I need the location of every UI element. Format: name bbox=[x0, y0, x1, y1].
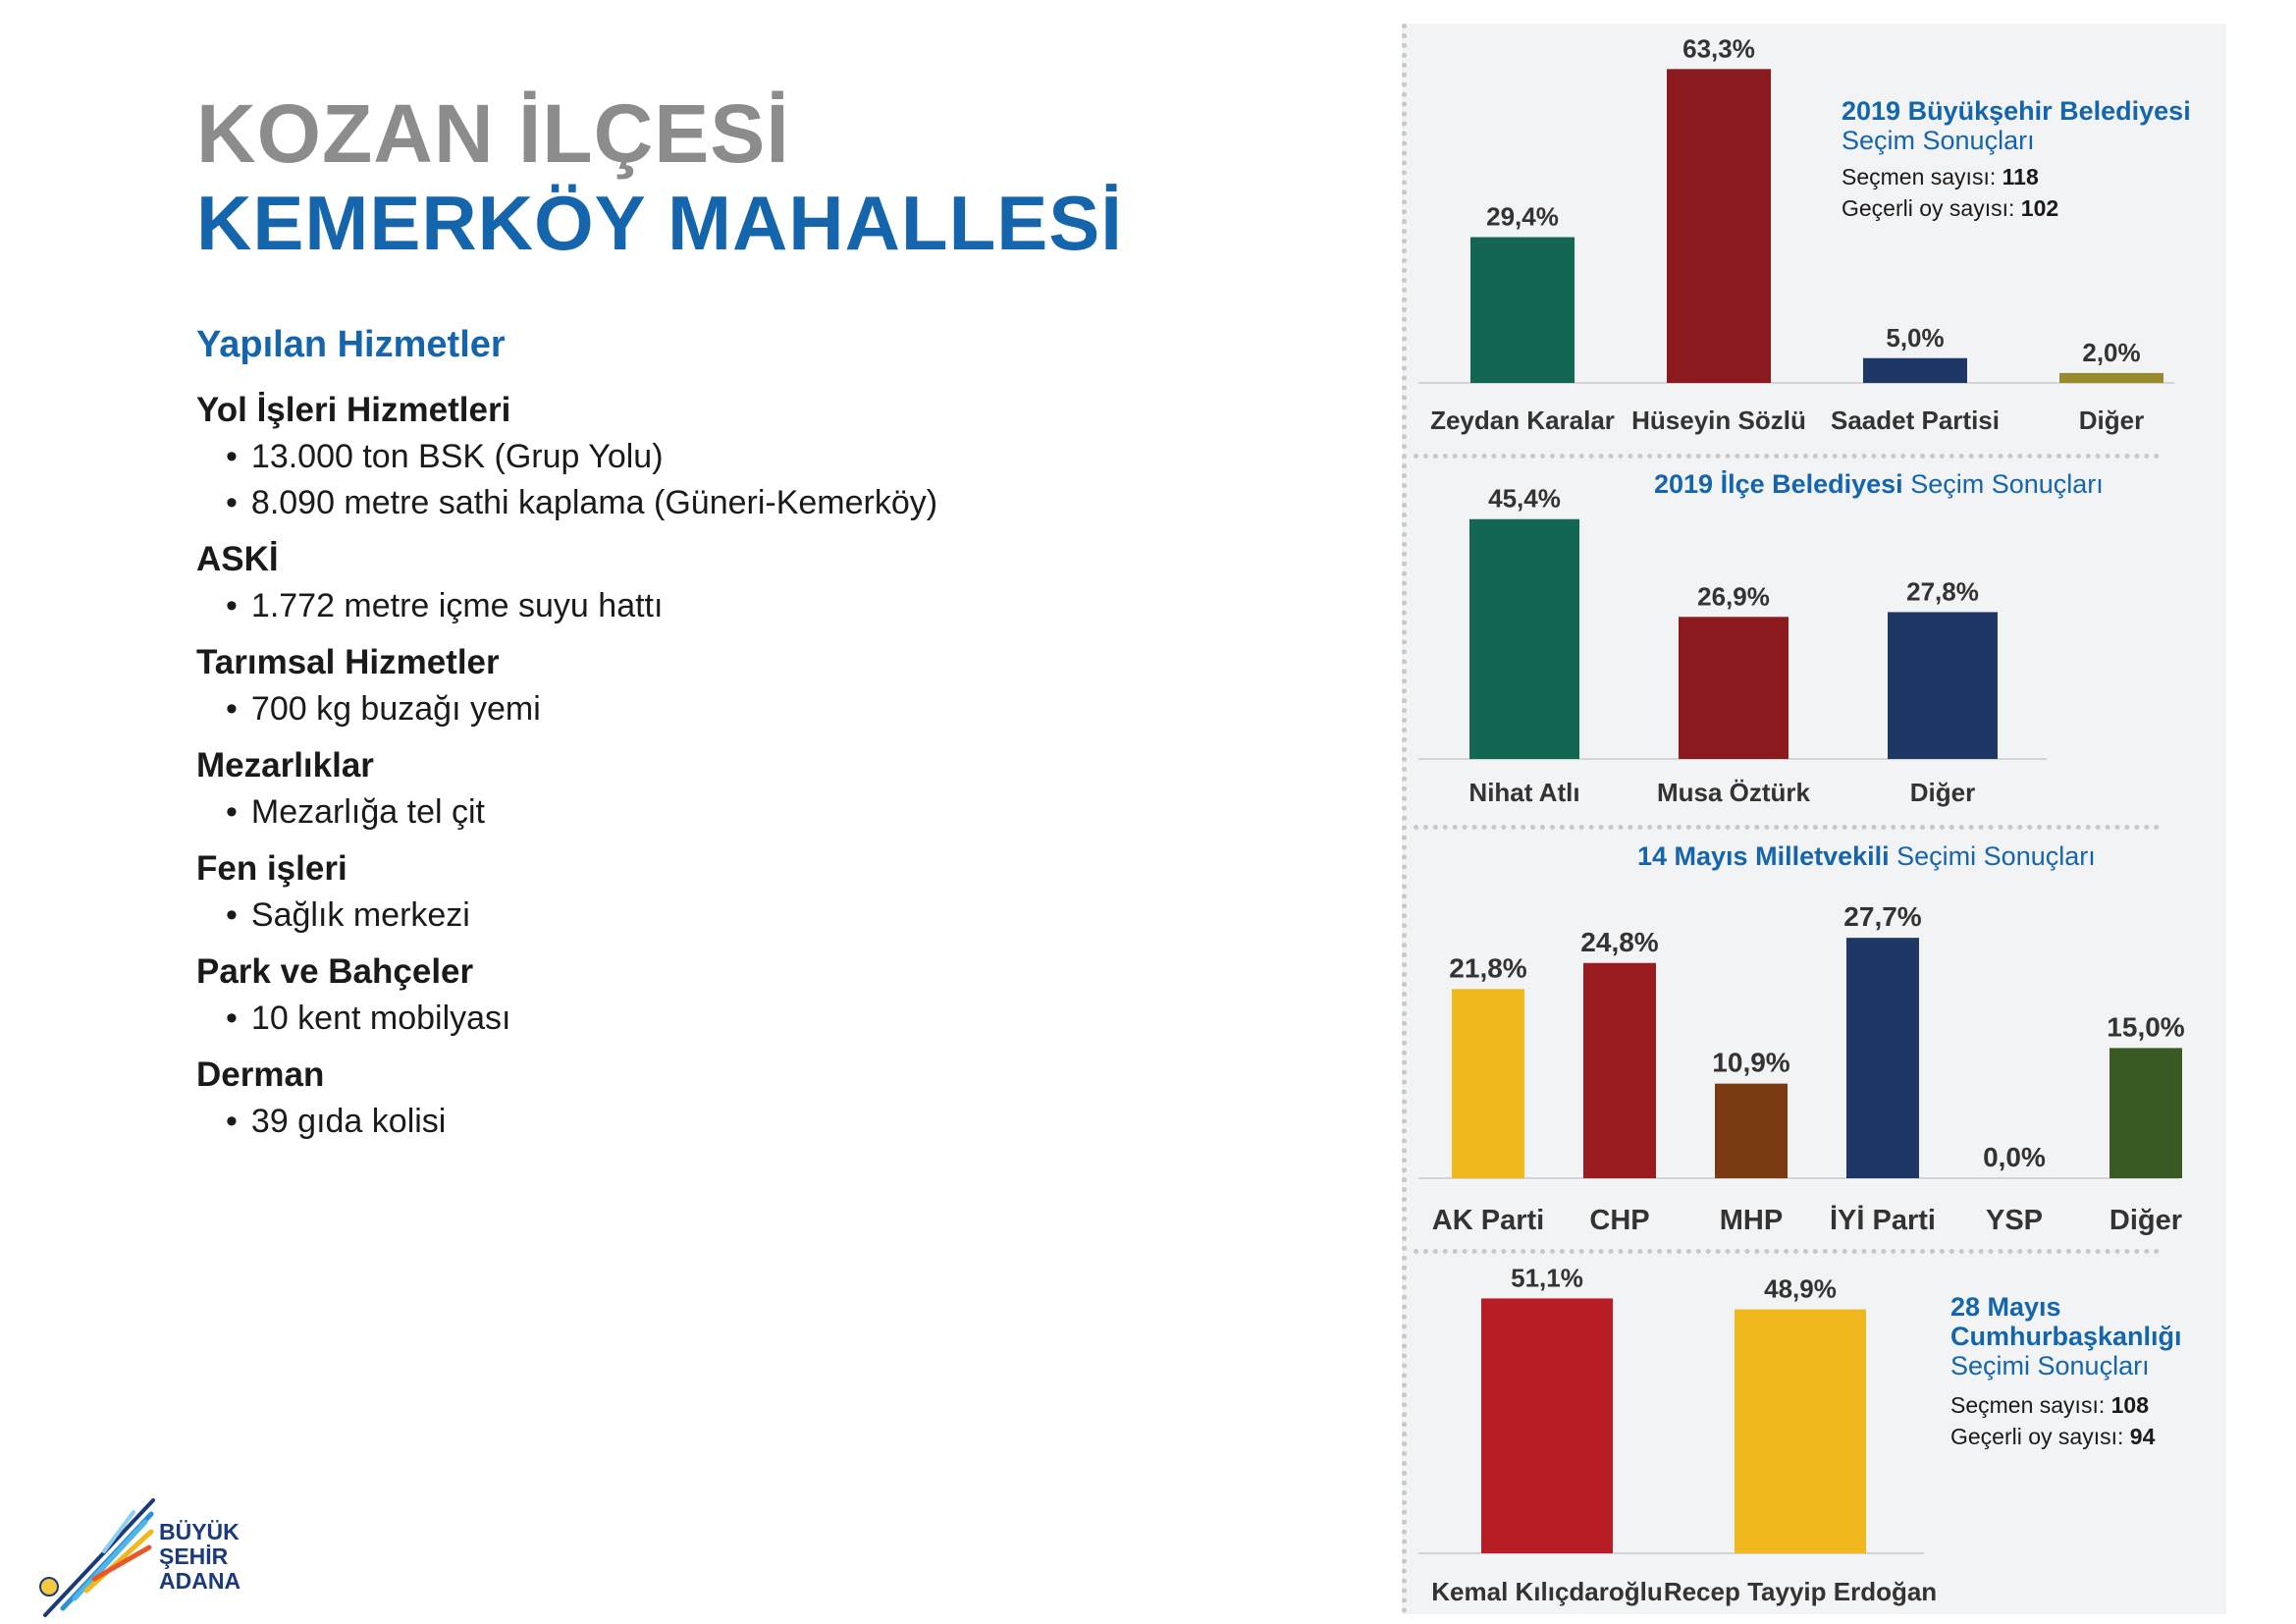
service-group-title: Tarımsal Hizmetler bbox=[196, 643, 500, 681]
chart-category-label: Musa Öztürk bbox=[1657, 778, 1811, 807]
chart4-meta: Seçmen sayısı: 108 Geçerli oy sayısı: 94 bbox=[1950, 1392, 2156, 1449]
chart-bar bbox=[1481, 1298, 1613, 1553]
chart-bar bbox=[1863, 357, 1967, 383]
chart-bar bbox=[1888, 612, 1998, 759]
chart-data-label: 26,9% bbox=[1697, 581, 1770, 611]
section-divider bbox=[1414, 454, 2160, 459]
chart-data-label: 29,4% bbox=[1486, 202, 1559, 232]
chart-bar bbox=[1735, 1309, 1866, 1553]
section-divider bbox=[1414, 1249, 2160, 1254]
service-group-title: Derman bbox=[196, 1056, 325, 1094]
district-title: KOZAN İLÇESİ bbox=[196, 87, 790, 180]
chart-category-label: Recep Tayyip Erdoğan bbox=[1664, 1577, 1937, 1606]
chart-category-label: İYİ Parti bbox=[1830, 1205, 1936, 1236]
service-item: 700 kg buzağı yemi bbox=[226, 686, 1276, 732]
service-item: 13.000 ton BSK (Grup Yolu) bbox=[226, 434, 1276, 480]
service-group-title: Mezarlıklar bbox=[196, 746, 374, 785]
chart-data-label: 21,8% bbox=[1449, 952, 1526, 983]
chart-data-label: 48,9% bbox=[1764, 1274, 1837, 1304]
chart-category-label: Saadet Partisi bbox=[1831, 406, 2000, 435]
chart-bar bbox=[1667, 69, 1771, 384]
logo-text: BÜYÜK ŞEHİR ADANA bbox=[159, 1519, 241, 1594]
service-group-title: Fen işleri bbox=[196, 849, 347, 888]
buyuksehir-adana-logo bbox=[39, 1498, 155, 1617]
chart-data-label: 5,0% bbox=[1886, 323, 1944, 352]
chart-category-label: Zeydan Karalar bbox=[1430, 406, 1615, 435]
chart1-meta: Seçmen sayısı: 118 Geçerli oy sayısı: 10… bbox=[1842, 164, 2059, 221]
chart-category-label: Nihat Atlı bbox=[1468, 778, 1579, 807]
chart-data-label: 10,9% bbox=[1712, 1048, 1789, 1078]
service-item: 10 kent mobilyası bbox=[226, 996, 1276, 1042]
services-heading: Yapılan Hizmetler bbox=[196, 324, 506, 365]
chart-bar bbox=[1715, 1083, 1788, 1178]
service-item: 8.090 metre sathi kaplama (Güneri-Kemerk… bbox=[226, 480, 1276, 526]
chart-bar bbox=[1469, 518, 1579, 759]
chart-data-label: 0,0% bbox=[1983, 1142, 2046, 1172]
chart-category-label: Diğer bbox=[2109, 1205, 2182, 1236]
chart3-title: 14 Mayıs Milletvekili Seçimi Sonuçları bbox=[1637, 841, 2096, 871]
chart-category-label: Hüseyin Sözlü bbox=[1631, 406, 1806, 435]
service-item: Mezarlığa tel çit bbox=[226, 789, 1276, 836]
chart-category-label: YSP bbox=[1986, 1205, 2043, 1236]
chart-bar bbox=[1452, 989, 1524, 1178]
service-group: Mezarlıklar Mezarlığa tel çit bbox=[196, 746, 1276, 836]
service-item: Sağlık merkezi bbox=[226, 893, 1276, 939]
chart-data-label: 63,3% bbox=[1682, 33, 1755, 63]
chart-category-label: Diğer bbox=[2079, 406, 2144, 435]
service-group-title: Park ve Bahçeler bbox=[196, 952, 474, 991]
service-item: 1.772 metre içme suyu hattı bbox=[226, 583, 1276, 629]
service-group: Yol İşleri Hizmetleri 13.000 ton BSK (Gru… bbox=[196, 391, 1276, 526]
service-group-title: Yol İşleri Hizmetleri bbox=[196, 391, 511, 429]
chart2-title: 2019 İlçe Belediyesi Seçim Sonuçları bbox=[1654, 469, 2104, 499]
service-item: 39 gıda kolisi bbox=[226, 1099, 1276, 1145]
service-group-title: ASKİ bbox=[196, 540, 279, 578]
chart-bar bbox=[1470, 237, 1575, 383]
chart4-title: 28 Mayıs Cumhurbaşkanlığı Seçimi Sonuçla… bbox=[1950, 1292, 2182, 1380]
chart-bar bbox=[2059, 372, 2163, 383]
section-divider bbox=[1414, 825, 2160, 830]
chart-data-label: 27,7% bbox=[1843, 901, 1921, 932]
service-group: Park ve Bahçeler 10 kent mobilyası bbox=[196, 952, 1276, 1042]
chart-category-label: CHP bbox=[1589, 1205, 1649, 1236]
chart-data-label: 15,0% bbox=[2107, 1011, 2184, 1042]
chart-bar bbox=[1846, 938, 1919, 1178]
chart-bar bbox=[1583, 962, 1656, 1178]
chart-data-label: 2,0% bbox=[2082, 338, 2140, 367]
neighborhood-title: KEMERKÖY MAHALLESİ bbox=[196, 180, 1123, 266]
service-group: Tarımsal Hizmetler 700 kg buzağı yemi bbox=[196, 643, 1276, 732]
chart-category-label: Kemal Kılıçdaroğlu bbox=[1431, 1577, 1663, 1606]
chart1-title: 2019 Büyükşehir Belediyesi Seçim Sonuçla… bbox=[1842, 96, 2191, 155]
service-group: Derman 39 gıda kolisi bbox=[196, 1056, 1276, 1145]
chart-category-label: MHP bbox=[1720, 1205, 1783, 1236]
chart-bar bbox=[2109, 1048, 2182, 1178]
chart-category-label: AK Parti bbox=[1432, 1205, 1544, 1236]
chart-bar bbox=[1679, 617, 1789, 759]
chart-data-label: 45,4% bbox=[1488, 484, 1561, 514]
chart-data-label: 51,1% bbox=[1511, 1263, 1583, 1292]
service-group: ASKİ 1.772 metre içme suyu hattı bbox=[196, 540, 1276, 629]
chart-category-label: Diğer bbox=[1910, 778, 1975, 807]
chart-data-label: 24,8% bbox=[1580, 927, 1658, 957]
services-list: Yol İşleri Hizmetleri 13.000 ton BSK (Gru… bbox=[196, 391, 1276, 1159]
chart-data-label: 27,8% bbox=[1906, 576, 1979, 606]
service-group: Fen işleri Sağlık merkezi bbox=[196, 849, 1276, 939]
